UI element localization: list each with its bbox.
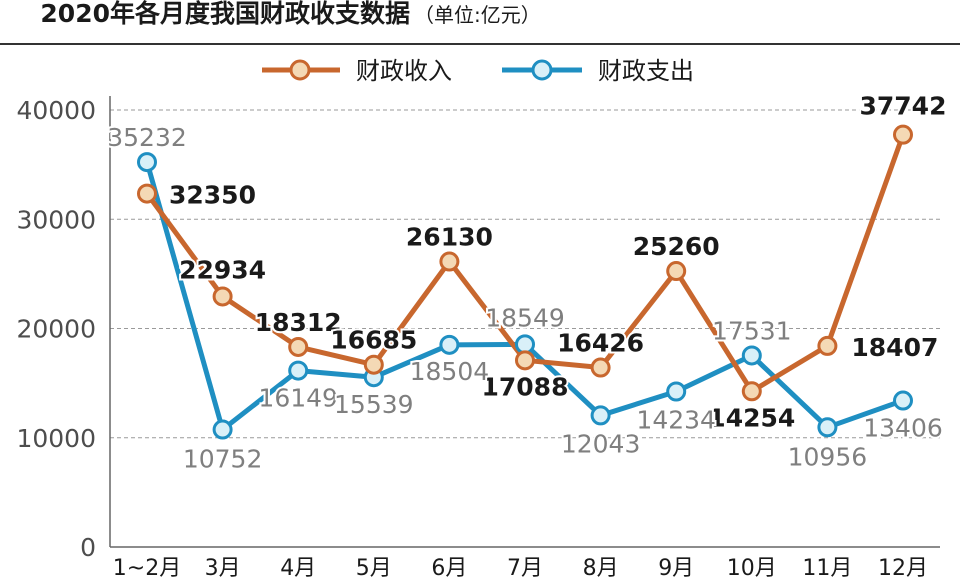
data-label: 22934 [179,255,266,284]
legend-label-expense: 财政支出 [598,57,694,85]
data-label: 26130 [406,223,493,252]
data-label: 16149 [258,384,338,413]
axes: 0 10000 20000 30000 40000 1~2月 3月 4月 5月 6月 7月 8月 9月 1… [16,96,940,579]
data-point [515,350,535,371]
x-tick-label: 8月 [583,556,619,579]
data-label: 18504 [410,357,490,386]
x-tick-label: 6月 [431,556,467,579]
data-point [515,334,535,355]
x-tick-label: 10月 [727,556,777,579]
data-label: 10956 [788,442,868,471]
data-label: 16685 [330,326,417,355]
data-point [741,345,762,366]
data-point [666,261,687,282]
data-label: 18312 [255,308,342,337]
legend-marker-expense [531,59,553,81]
data-point [363,354,384,375]
data-label: 15539 [334,390,414,419]
series-layer [137,124,913,440]
chart-title: 2020年各月度我国财政收支数据 [40,0,410,28]
data-label: 17088 [482,372,569,401]
data-label: 32350 [169,181,256,210]
data-point [741,381,762,402]
x-tick-label: 5月 [356,556,392,579]
data-point [817,335,838,356]
data-point [212,419,233,440]
y-tick-label: 20000 [16,315,96,344]
x-tick-label: 4月 [280,556,316,579]
data-label: 25260 [633,232,720,261]
legend: 财政收入 财政支出 [262,57,694,85]
y-tick-label: 40000 [16,96,96,125]
data-label: 37742 [860,92,947,121]
data-label: 14254 [708,403,795,432]
data-point [817,417,838,438]
x-tick-label: 1~2月 [113,556,181,579]
x-tick-label: 9月 [658,556,694,579]
data-point [439,251,460,272]
y-tick-label: 0 [80,533,96,562]
data-point [212,286,233,307]
data-point [137,183,157,204]
data-label: 17531 [712,316,792,345]
y-tick-label: 10000 [16,424,96,453]
data-point [288,336,309,357]
data-point [590,405,611,426]
y-tick-label: 30000 [16,205,96,234]
data-label: 12043 [561,429,641,458]
data-point [137,152,157,173]
legend-marker-income [289,59,311,81]
x-tick-label: 11月 [802,556,852,579]
data-label: 16426 [557,329,644,358]
data-label: 18549 [485,303,565,332]
legend-label-income: 财政收入 [356,57,452,85]
x-tick-label: 3月 [205,556,241,579]
data-label: 13406 [863,414,943,443]
data-point [590,357,611,378]
data-point [893,124,913,145]
data-label: 10752 [183,445,263,474]
data-point [288,360,309,381]
data-point [666,381,687,402]
x-tick-label: 12月 [878,556,928,579]
data-label: 14234 [636,405,716,434]
grid [110,109,940,439]
chart-subtitle: （单位:亿元） [414,3,541,27]
data-point [893,390,913,411]
data-label: 35232 [107,123,187,152]
x-tick-label: 7月 [507,556,543,579]
data-label: 18407 [851,333,938,362]
data-point [439,334,460,355]
